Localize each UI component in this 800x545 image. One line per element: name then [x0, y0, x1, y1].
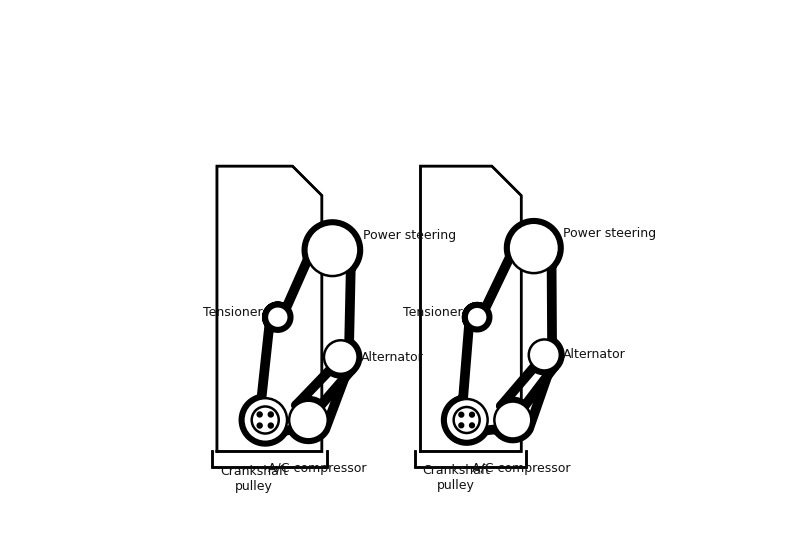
Circle shape [243, 398, 287, 442]
Circle shape [470, 423, 474, 428]
Circle shape [252, 407, 278, 433]
Text: Alternator: Alternator [361, 350, 424, 364]
Circle shape [257, 423, 262, 428]
Circle shape [529, 340, 560, 371]
Circle shape [466, 307, 488, 328]
Circle shape [454, 407, 480, 433]
Circle shape [324, 340, 358, 374]
Circle shape [459, 412, 464, 417]
Circle shape [494, 402, 531, 439]
Circle shape [268, 423, 274, 428]
Circle shape [306, 224, 358, 276]
Circle shape [470, 412, 474, 417]
Text: A/C compressor: A/C compressor [267, 462, 366, 475]
Circle shape [267, 306, 289, 328]
Circle shape [459, 423, 464, 428]
Text: Tensioner: Tensioner [203, 306, 262, 319]
Text: Power steering: Power steering [362, 229, 456, 242]
Text: Tensioner: Tensioner [403, 306, 462, 319]
Circle shape [509, 223, 559, 273]
Circle shape [289, 401, 328, 439]
Circle shape [446, 399, 488, 441]
Text: Crankshaft
pulley: Crankshaft pulley [422, 464, 490, 492]
Text: Power steering: Power steering [563, 227, 656, 240]
Text: A/C compressor: A/C compressor [472, 462, 570, 475]
Text: Alternator: Alternator [563, 348, 626, 361]
Text: Crankshaft
pulley: Crankshaft pulley [220, 465, 288, 493]
Circle shape [257, 412, 262, 417]
Circle shape [268, 412, 274, 417]
